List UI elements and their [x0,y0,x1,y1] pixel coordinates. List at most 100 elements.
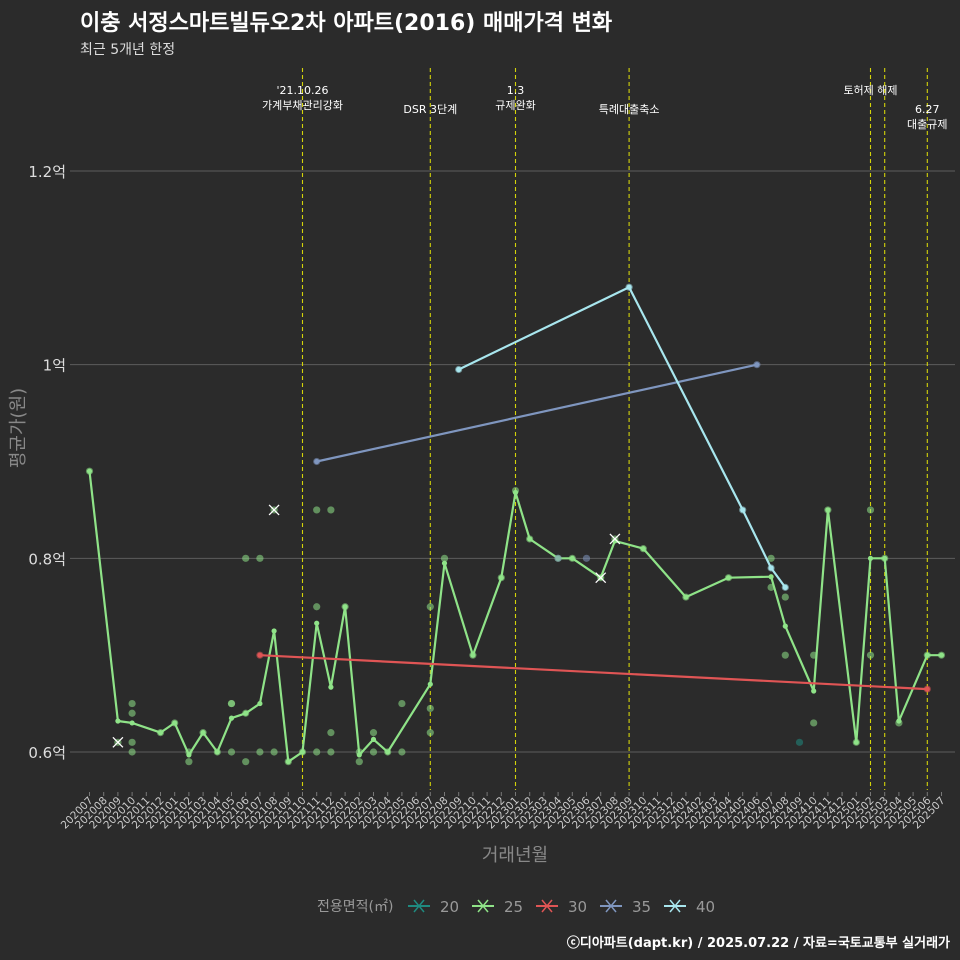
event-label: 1.3 [507,84,525,97]
data-point [313,506,321,514]
line-vertex [512,489,519,496]
data-point [369,748,378,756]
line-vertex [441,560,448,566]
line-vertex [314,620,320,626]
caption: ⓒ디아파트(dapt.kr) / 2025.07.22 / 자료=국토교통부 실… [567,935,950,951]
series-35 [313,361,761,562]
series-line [316,363,758,463]
line-vertex [768,574,774,580]
line-vertex [314,458,320,465]
legend-cross [477,899,489,913]
legend-cross [669,899,681,913]
data-point [426,729,434,737]
line-vertex [782,584,788,590]
line-vertex [214,749,220,755]
legend-item-30: 30 [536,898,587,916]
line-vertex [725,575,732,581]
event-label: 토허제 해제 [843,83,897,97]
line-vertex [200,730,206,736]
data-point [313,603,321,611]
cross-marker [268,504,280,516]
legend-cross [413,899,425,913]
line-vertex [470,652,476,658]
cross-marker [112,736,124,748]
data-point [866,506,875,514]
data-point [781,593,789,601]
legend-cross [605,899,617,913]
data-point [128,699,136,708]
event-label: 규제완화 [495,99,535,112]
event-label: 특례대출축소 [599,103,660,116]
line-vertex [882,555,888,561]
series [85,283,946,766]
line-vertex [385,749,391,755]
legend-item-25: 25 [472,898,523,916]
line-vertex [782,623,788,629]
data-point [781,651,789,659]
data-point [128,709,136,717]
line-vertex [626,284,632,290]
data-point [313,748,321,756]
cross-stroke [609,533,621,545]
line-vertex [640,546,646,552]
grid [70,170,955,753]
line-vertex [498,575,504,581]
event-label: 6.27 [915,103,940,116]
event-markers: '21.10.26 가계부채관리강화 DSR 3단계 1.3 규제완화 특례대출축소 토허제… [262,68,948,790]
chart-title: 이충 서정스마트빌듀오2차 아파트(2016) 매매가격 변화 [80,11,612,36]
y-tick-label: 1억 [43,357,66,375]
y-tick-label: 0.8억 [28,550,66,568]
chart-subtitle: 최근 5개년 한정 [80,42,175,58]
line-vertex [228,715,235,721]
legend-item-35: 35 [600,898,651,916]
data-point [440,554,449,562]
line-vertex [186,752,192,758]
event-label: '21.10.26 [276,84,328,97]
data-point [256,748,264,756]
legend-title: 전용면적(㎡) [317,899,393,915]
data-point [227,699,236,708]
event-label: 가계부채관리강화 [262,99,343,112]
data-point [795,738,804,746]
legend-cross [541,899,553,913]
y-tick-label: 0.6억 [28,744,66,762]
line-vertex [740,507,746,513]
line-vertex [129,720,135,726]
line-vertex [867,555,874,561]
line-vertex [257,652,263,658]
line-vertex [299,749,306,755]
line-vertex [356,752,362,758]
line-vertex [569,555,575,561]
data-point [582,554,591,562]
line-vertex [285,759,291,765]
line-vertex [342,604,348,610]
line-vertex [257,700,263,707]
data-point [426,603,434,611]
legend-item-40: 40 [664,898,715,916]
line-vertex [754,362,760,368]
event-label: DSR 3단계 [403,103,457,116]
data-point [128,748,136,756]
series-line [259,654,928,691]
line-vertex [271,628,277,634]
line-vertex [938,652,945,658]
legend-label: 25 [504,898,523,916]
cross-marker [609,533,621,545]
data-point [327,748,335,756]
line-vertex [683,594,689,600]
data-point [767,554,775,562]
legend-item-20: 20 [408,898,459,916]
legend-label: 30 [568,898,587,916]
data-point [185,758,193,766]
series-40 [455,283,789,591]
line-vertex [157,730,164,736]
data-point [227,748,236,756]
line-vertex [825,507,831,513]
line-vertex [768,565,774,571]
line-vertex [172,720,178,726]
line-vertex [427,681,433,687]
data-point [128,738,136,746]
y-axis-title: 평균가(원) [8,388,29,468]
legend-label: 20 [440,898,459,916]
cross-stroke [268,504,280,516]
